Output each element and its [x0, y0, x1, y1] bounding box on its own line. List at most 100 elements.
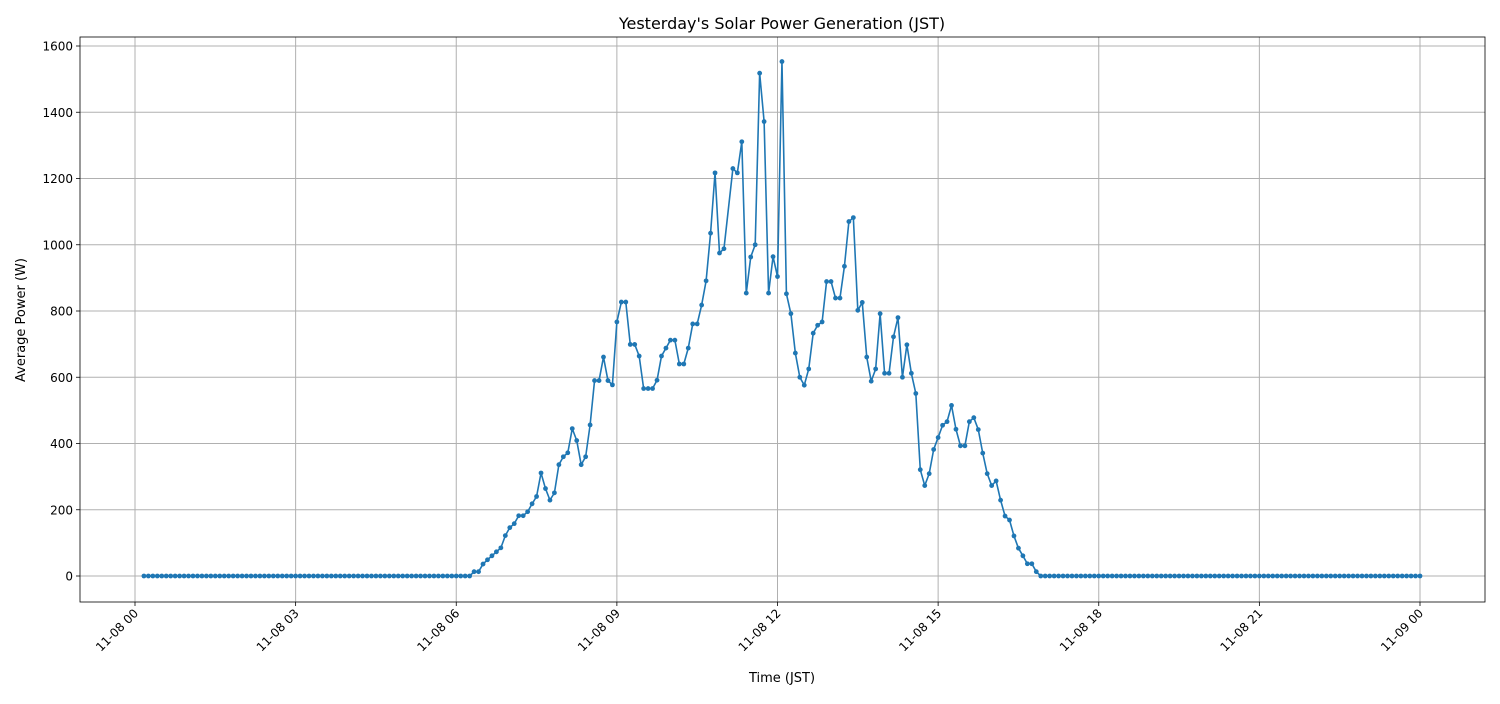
data-point [400, 573, 406, 579]
data-point [391, 573, 397, 579]
data-point [1087, 573, 1093, 579]
data-point [293, 573, 299, 579]
data-point [1221, 573, 1227, 579]
data-point [610, 382, 615, 388]
data-point [1355, 573, 1360, 579]
data-point [1145, 573, 1151, 579]
data-point [458, 573, 464, 579]
data-point [1065, 573, 1070, 579]
data-point [449, 573, 455, 579]
data-point [632, 342, 638, 347]
data-point [775, 274, 780, 279]
data-point [195, 573, 200, 579]
data-point [1154, 573, 1160, 579]
data-point [770, 254, 776, 260]
data-point [302, 573, 307, 579]
data-point [315, 573, 321, 579]
data-point [730, 166, 736, 171]
data-point [694, 321, 700, 327]
data-point [824, 279, 829, 284]
data-point [404, 573, 410, 579]
data-point [605, 378, 611, 383]
data-point [882, 370, 887, 376]
data-point [297, 573, 303, 579]
data-point [1190, 573, 1195, 579]
data-point [261, 573, 267, 579]
data-point [520, 513, 526, 519]
data-point [926, 471, 932, 477]
data-point [922, 483, 928, 488]
data-point [842, 263, 847, 269]
data-point [1203, 573, 1209, 579]
y-tick-label: 800 [50, 305, 73, 319]
data-point [1091, 573, 1097, 579]
data-point [980, 450, 986, 456]
data-point [1234, 573, 1240, 579]
data-point [288, 573, 294, 579]
y-axis-label: Average Power (W) [14, 258, 29, 382]
data-point [766, 290, 771, 296]
data-point [1114, 573, 1119, 579]
data-point [1413, 573, 1418, 579]
data-point [1390, 573, 1396, 579]
data-point [244, 573, 249, 579]
data-point [1181, 573, 1186, 579]
x-axis-label: Time (JST) [748, 671, 815, 686]
data-point [507, 525, 513, 531]
data-point [275, 573, 281, 579]
data-point [1288, 573, 1294, 579]
data-point [172, 573, 178, 579]
data-point [1082, 573, 1088, 579]
data-point [1047, 573, 1053, 579]
y-tick-label: 600 [50, 371, 73, 385]
data-point [342, 573, 348, 579]
data-point [436, 573, 441, 579]
data-point [984, 471, 990, 477]
y-tick-label: 1600 [42, 40, 73, 54]
data-point [837, 295, 843, 301]
data-point [373, 573, 379, 579]
data-point [476, 569, 481, 575]
data-point [168, 573, 174, 579]
data-point [547, 497, 553, 503]
data-point [270, 573, 276, 579]
data-point [248, 573, 254, 579]
data-point [681, 361, 687, 367]
data-point [351, 573, 357, 579]
data-point [1069, 573, 1075, 579]
data-point [279, 573, 285, 579]
data-point [971, 415, 977, 421]
data-point [239, 573, 245, 579]
data-point [1256, 573, 1262, 579]
data-point [1078, 573, 1084, 579]
data-point [543, 486, 548, 491]
data-point [855, 307, 861, 313]
data-point [1306, 573, 1311, 579]
data-point [181, 573, 187, 579]
data-point [534, 494, 539, 499]
data-point [1346, 573, 1352, 579]
data-point [645, 386, 651, 391]
data-point [556, 462, 562, 468]
data-point [784, 291, 789, 297]
data-point [748, 254, 754, 260]
data-point [962, 443, 968, 449]
data-point [1341, 573, 1347, 579]
data-point [913, 391, 919, 396]
data-point [489, 553, 495, 559]
data-point [1350, 573, 1356, 579]
data-point [583, 454, 589, 460]
data-point [895, 315, 901, 321]
data-point [663, 345, 669, 351]
data-point [1149, 573, 1155, 579]
data-point [636, 353, 642, 359]
data-point [989, 483, 995, 488]
data-point [1332, 573, 1338, 579]
data-point [1243, 573, 1249, 579]
data-point [801, 382, 807, 388]
data-point [186, 573, 191, 579]
data-point [154, 573, 160, 579]
data-point [480, 561, 486, 567]
data-point [944, 419, 950, 425]
